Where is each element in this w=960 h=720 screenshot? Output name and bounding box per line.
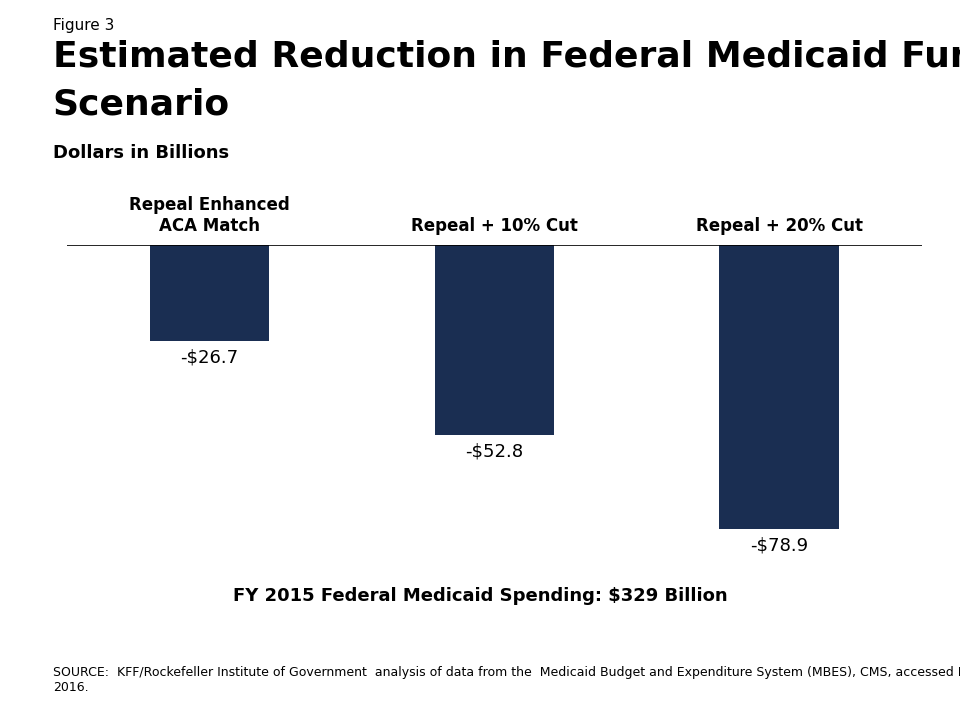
Text: FOUNDATION: FOUNDATION [849,695,899,704]
Text: Estimated Reduction in Federal Medicaid Funds for Each: Estimated Reduction in Federal Medicaid … [53,40,960,73]
Text: Repeal Enhanced
ACA Match: Repeal Enhanced ACA Match [130,197,290,235]
Text: -$26.7: -$26.7 [180,348,239,366]
Bar [435,245,554,435]
Text: FAMILY: FAMILY [844,676,903,691]
Text: Dollars in Billions: Dollars in Billions [53,144,228,162]
Text: Scenario: Scenario [53,88,230,122]
Text: Repeal + 20% Cut: Repeal + 20% Cut [696,217,863,235]
Text: SOURCE:  KFF/Rockefeller Institute of Government  analysis of data from the  Med: SOURCE: KFF/Rockefeller Institute of Gov… [53,666,960,694]
Text: -$52.8: -$52.8 [466,443,523,461]
Bar [719,245,839,528]
Text: KAISER: KAISER [843,657,904,672]
Text: -$78.9: -$78.9 [750,537,808,555]
Bar [150,245,270,341]
Text: FY 2015 Federal Medicaid Spending: $329 Billion: FY 2015 Federal Medicaid Spending: $329 … [232,587,728,605]
Text: THE HENRY J.: THE HENRY J. [851,643,897,649]
Text: Repeal + 10% Cut: Repeal + 10% Cut [411,217,578,235]
Text: Figure 3: Figure 3 [53,18,114,33]
